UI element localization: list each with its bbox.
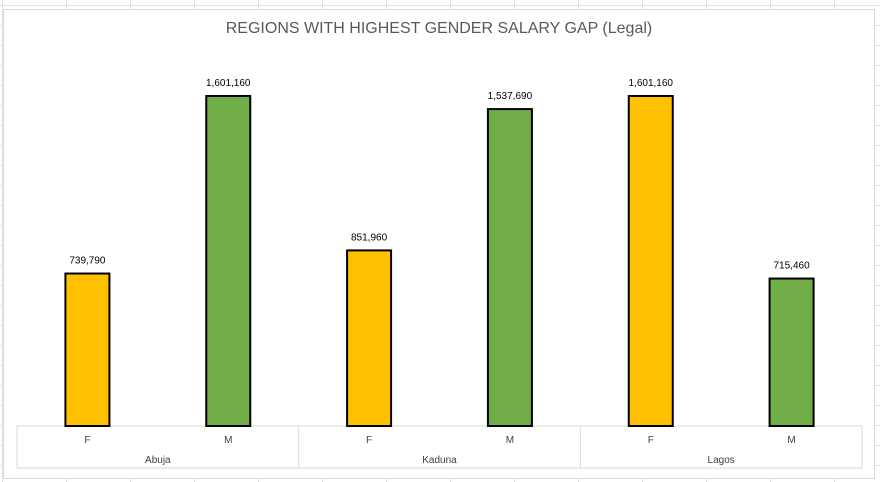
bar-lagos-m[interactable] xyxy=(768,277,815,427)
x-tick-label: F xyxy=(366,435,372,446)
data-label: 1,601,160 xyxy=(629,78,674,89)
x-tick-label: M xyxy=(506,435,514,446)
bar-lagos-f[interactable] xyxy=(627,94,674,427)
chart-area[interactable]: REGIONS WITH HIGHEST GENDER SALARY GAP (… xyxy=(3,9,875,479)
x-group-label: Abuja xyxy=(145,455,171,466)
data-label: 1,601,160 xyxy=(206,78,251,89)
bar-chart: 739,790 F 1,601,160 M Abuja 851,960 F 1,537,690… xyxy=(16,78,863,469)
bar-kaduna-m[interactable] xyxy=(486,108,533,427)
bar-abuja-f[interactable] xyxy=(64,272,111,427)
x-group-label: Kaduna xyxy=(422,455,457,466)
x-tick-label: F xyxy=(648,435,654,446)
data-label: 715,460 xyxy=(774,261,811,272)
x-tick-label: M xyxy=(224,435,232,446)
data-label: 851,960 xyxy=(351,232,388,243)
bar-abuja-m[interactable] xyxy=(205,94,252,427)
bar-kaduna-f[interactable] xyxy=(346,249,393,427)
x-group-label: Lagos xyxy=(708,455,735,466)
chart-title: REGIONS WITH HIGHEST GENDER SALARY GAP (… xyxy=(225,20,653,37)
x-tick-label: F xyxy=(84,435,90,446)
data-label: 739,790 xyxy=(69,256,106,267)
data-label: 1,537,690 xyxy=(488,91,533,102)
x-tick-label: M xyxy=(787,435,795,446)
